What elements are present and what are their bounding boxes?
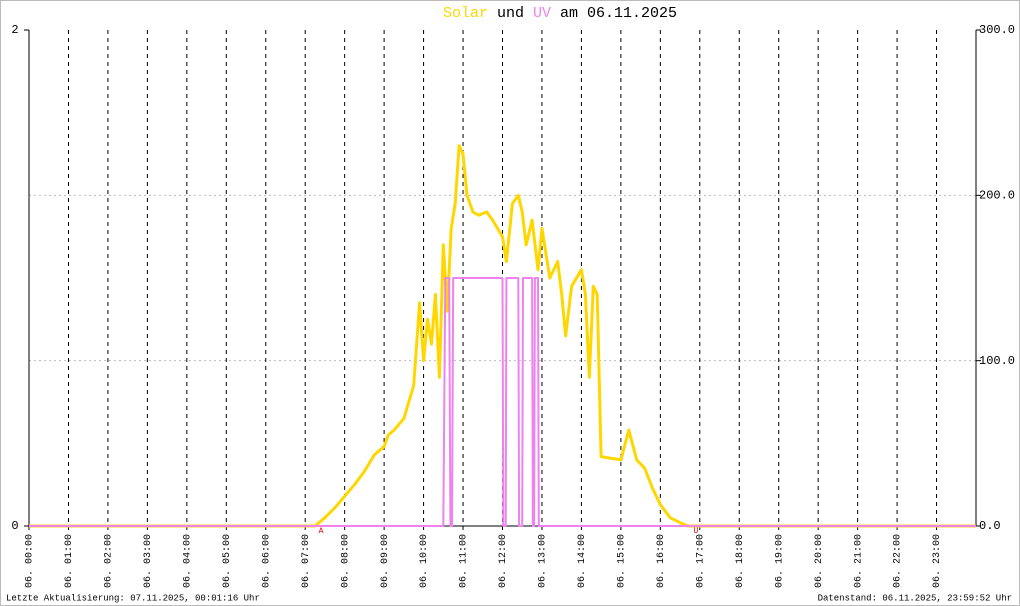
x-tick-label: 06. 01:00 [64, 534, 75, 588]
title-uv: UV [533, 5, 551, 22]
x-tick-label: 06. 23:00 [932, 534, 943, 588]
y2-tick-label: 0.0 [979, 519, 1001, 533]
x-tick-label: 06. 22:00 [893, 534, 904, 588]
x-tick-label: 06. 12:00 [498, 534, 509, 588]
x-tick-label: 06. 08:00 [340, 534, 351, 588]
series-line [29, 277, 976, 527]
x-tick-label: 06. 16:00 [656, 534, 667, 588]
footer-left: Letzte Aktualisierung: 07.11.2025, 00:01… [6, 593, 260, 603]
title-date: am 06.11.2025 [560, 5, 677, 22]
x-tick-label: 06. 14:00 [577, 534, 588, 588]
x-tick-label: 06. 00:00 [25, 534, 36, 588]
x-tick-label: 06. 21:00 [853, 534, 864, 588]
y2-tick-label: 300.0 [979, 23, 1015, 37]
x-tick-label: 06. 15:00 [617, 534, 628, 588]
footer-right: Datenstand: 06.11.2025, 23:59:52 Uhr [818, 593, 1012, 603]
y2-tick-label: 100.0 [979, 354, 1015, 368]
x-tick-label: 06. 02:00 [104, 534, 115, 588]
annotation: A [319, 527, 324, 536]
x-tick-label: 06. 11:00 [459, 534, 470, 588]
x-tick-label: 06. 18:00 [735, 534, 746, 588]
x-tick-label: 06. 03:00 [143, 534, 154, 588]
x-tick-label: 06. 04:00 [182, 534, 193, 588]
chart-title: Solar und UV am 06.11.2025 [443, 5, 677, 22]
y2-tick-label: 200.0 [979, 189, 1015, 203]
title-solar: Solar [443, 5, 488, 22]
x-tick-label: 06. 10:00 [419, 534, 430, 588]
y-tick-label: 0 [11, 519, 18, 533]
x-tick-label: 06. 06:00 [261, 534, 272, 588]
x-tick-label: 06. 09:00 [380, 534, 391, 588]
x-tick-label: 06. 19:00 [774, 534, 785, 588]
x-tick-label: 06. 17:00 [695, 534, 706, 588]
x-tick-label: 06. 20:00 [814, 534, 825, 588]
x-tick-label: 06. 07:00 [301, 534, 312, 588]
x-tick-label: 06. 13:00 [538, 534, 549, 588]
y-tick-label: 2 [11, 23, 18, 37]
x-tick-label: 06. 05:00 [222, 534, 233, 588]
title-und: und [497, 5, 524, 22]
annotation: U [693, 527, 698, 536]
series-line [29, 144, 976, 528]
